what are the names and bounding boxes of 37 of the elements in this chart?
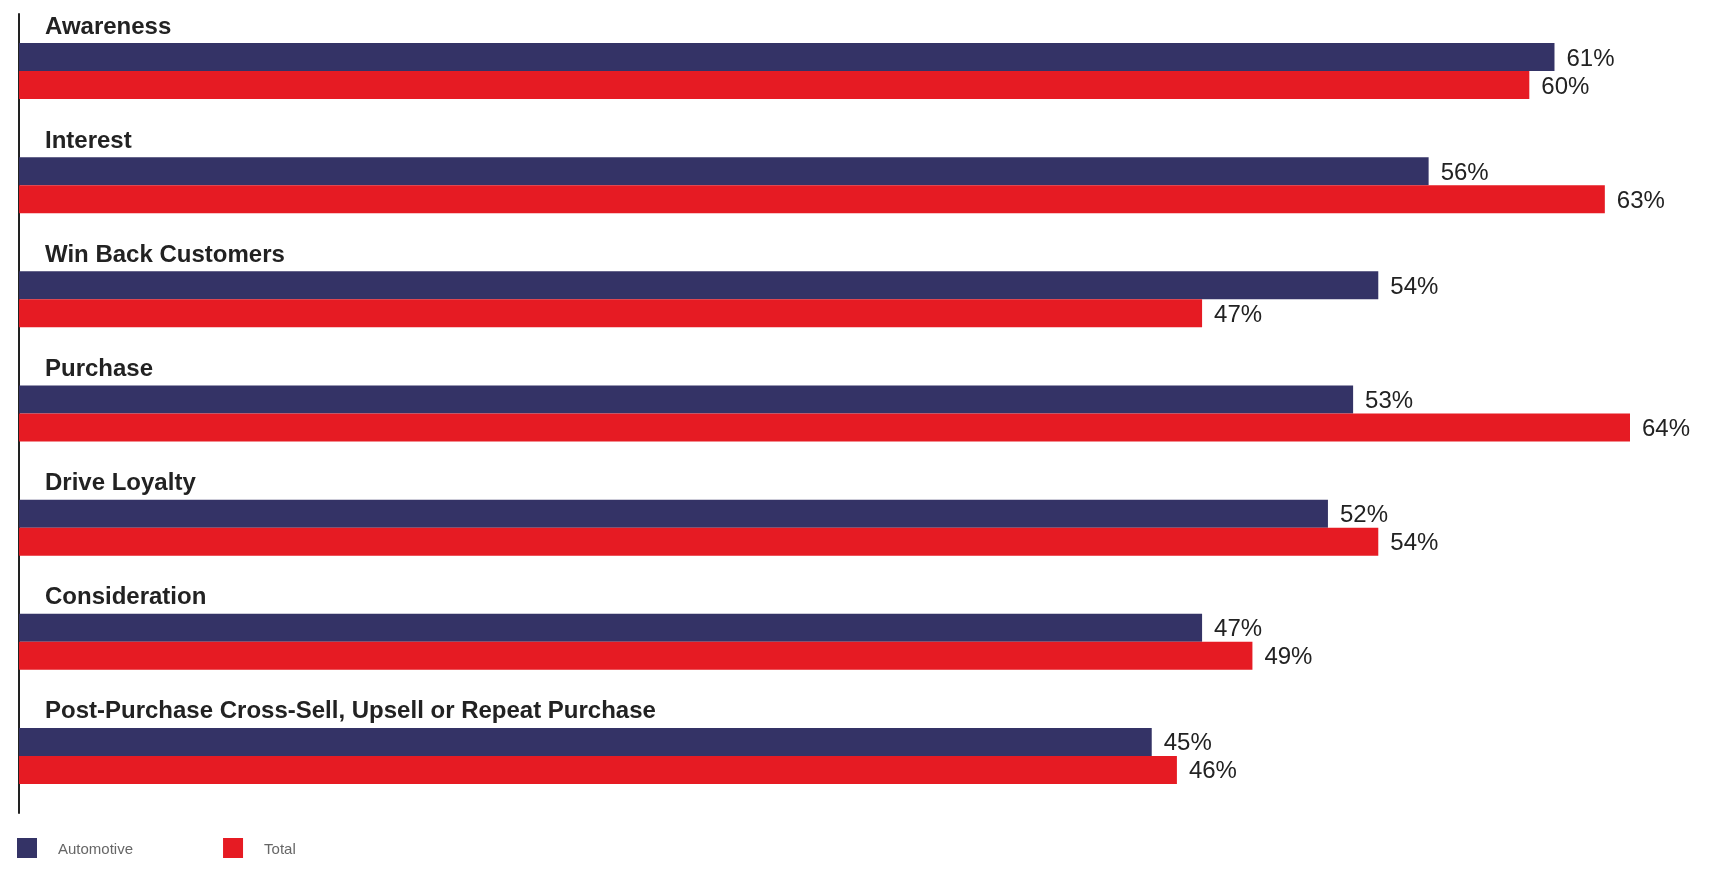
data-label: 47% — [1214, 614, 1263, 642]
data-label: 53% — [1365, 386, 1414, 413]
bar — [19, 299, 1203, 328]
bar — [19, 385, 1354, 414]
data-label: 56% — [1440, 157, 1489, 185]
data-label: 49% — [1264, 642, 1313, 670]
bar — [19, 71, 1530, 100]
bar — [19, 499, 1328, 528]
data-label: 54% — [1390, 528, 1439, 556]
bar — [19, 43, 1555, 72]
bar — [19, 727, 1152, 756]
bar — [19, 527, 1379, 556]
y-tick-label: Win Back Customers — [45, 239, 285, 267]
bar — [19, 271, 1379, 300]
bar — [19, 613, 1203, 642]
y-tick-label: Post-Purchase Cross-Sell, Upsell or Repeat Purchase — [45, 696, 656, 724]
bar — [19, 185, 1605, 214]
data-label: 54% — [1390, 271, 1439, 299]
bar — [19, 755, 1177, 784]
y-tick-label: Drive Loyalty — [45, 468, 197, 496]
bar — [19, 641, 1253, 670]
data-label: 52% — [1339, 500, 1388, 528]
data-label: 61% — [1566, 43, 1615, 71]
y-tick-label: Purchase — [45, 354, 154, 381]
data-label: 46% — [1188, 756, 1237, 784]
legend-label: Automotive — [58, 839, 134, 857]
y-tick-label: Awareness — [45, 11, 172, 39]
data-label: 60% — [1541, 71, 1590, 99]
bar — [19, 157, 1429, 186]
y-tick-label: Consideration — [45, 582, 207, 610]
data-label: 47% — [1214, 299, 1263, 327]
data-label: 64% — [1642, 414, 1691, 441]
bar — [19, 413, 1630, 442]
data-label: 45% — [1163, 728, 1212, 756]
y-tick-label: Interest — [45, 125, 132, 153]
legend-label: Total — [264, 839, 296, 857]
data-label: 63% — [1616, 185, 1665, 213]
